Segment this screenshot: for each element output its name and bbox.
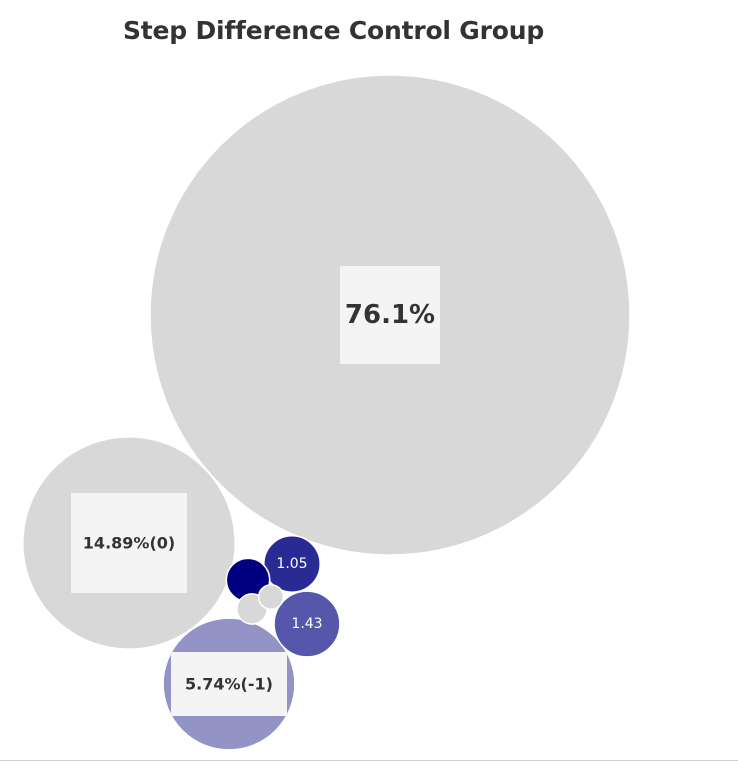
bubble-label: 14.89%(0): [83, 534, 175, 553]
bubble-circle[interactable]: [273, 590, 341, 658]
bubble-circle[interactable]: [257, 583, 285, 611]
bubble-label: 1.05: [276, 556, 307, 572]
bubble-label-box: [340, 266, 440, 364]
chart-title: Step Difference Control Group: [122, 16, 545, 45]
bubble-circle[interactable]: [263, 535, 321, 593]
bubble-label: 5.74%(-1): [185, 675, 273, 694]
bubble-3[interactable]: 5.74%(-1): [162, 617, 296, 751]
bubble-2[interactable]: 14.89%(0): [22, 436, 236, 650]
bubble-8[interactable]: [257, 583, 285, 611]
bottom-divider: [0, 760, 738, 761]
bubble-label: 1.43: [291, 616, 322, 632]
bubble-4[interactable]: 1.43: [273, 590, 341, 658]
bubble-5[interactable]: 1.05: [263, 535, 321, 593]
bubble-label-box: [71, 493, 187, 593]
bubble-1[interactable]: 76.1%: [149, 74, 631, 556]
bubble-label: 76.1%: [345, 300, 435, 330]
bubble-label-box: [171, 652, 287, 716]
